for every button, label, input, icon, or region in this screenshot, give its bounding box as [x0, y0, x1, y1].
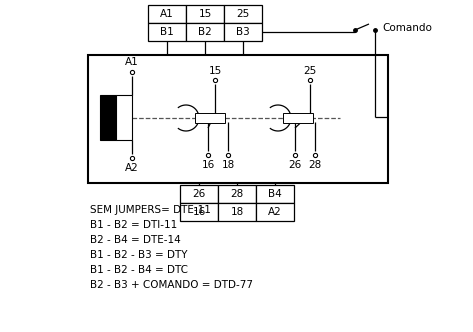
Text: B1 - B2 - B4 = DTC: B1 - B2 - B4 = DTC	[90, 265, 188, 275]
Text: B3: B3	[236, 27, 250, 37]
Text: A2: A2	[125, 163, 139, 173]
Bar	[224, 5, 262, 23]
Bar	[116, 95, 132, 140]
Text: 28: 28	[308, 160, 322, 170]
Bar	[256, 203, 294, 221]
Text: 16: 16	[193, 207, 206, 217]
Bar	[180, 203, 218, 221]
Bar	[100, 95, 116, 140]
Text: B1 - B2 - B3 = DTY: B1 - B2 - B3 = DTY	[90, 250, 187, 260]
Text: B2 - B3 + COMANDO = DTD-77: B2 - B3 + COMANDO = DTD-77	[90, 280, 253, 290]
Bar	[148, 23, 186, 41]
Text: A1: A1	[125, 57, 139, 67]
Text: B1: B1	[160, 27, 174, 37]
Text: 15: 15	[209, 66, 222, 76]
Bar	[195, 113, 225, 123]
Bar	[256, 185, 294, 203]
Bar	[88, 55, 388, 183]
Text: B4: B4	[268, 189, 282, 199]
Bar	[218, 203, 256, 221]
Text: 26: 26	[193, 189, 206, 199]
Bar	[148, 5, 186, 23]
Text: 25: 25	[236, 9, 250, 19]
Text: 28: 28	[230, 189, 244, 199]
Text: 16: 16	[201, 160, 215, 170]
Bar	[186, 5, 224, 23]
Bar	[180, 185, 218, 203]
Bar	[283, 113, 313, 123]
Bar	[224, 23, 262, 41]
Text: SEM JUMPERS= DTE-11: SEM JUMPERS= DTE-11	[90, 205, 211, 215]
Text: B2 - B4 = DTE-14: B2 - B4 = DTE-14	[90, 235, 181, 245]
Bar	[218, 185, 256, 203]
Text: 18: 18	[230, 207, 244, 217]
Text: A1: A1	[160, 9, 174, 19]
Text: 18: 18	[221, 160, 235, 170]
Text: B2: B2	[198, 27, 212, 37]
Text: A2: A2	[268, 207, 282, 217]
Text: Comando: Comando	[382, 23, 432, 33]
Text: 26: 26	[289, 160, 302, 170]
Bar	[186, 23, 224, 41]
Text: B1 - B2 = DTI-11: B1 - B2 = DTI-11	[90, 220, 177, 230]
Text: 25: 25	[303, 66, 316, 76]
Text: 15: 15	[198, 9, 211, 19]
